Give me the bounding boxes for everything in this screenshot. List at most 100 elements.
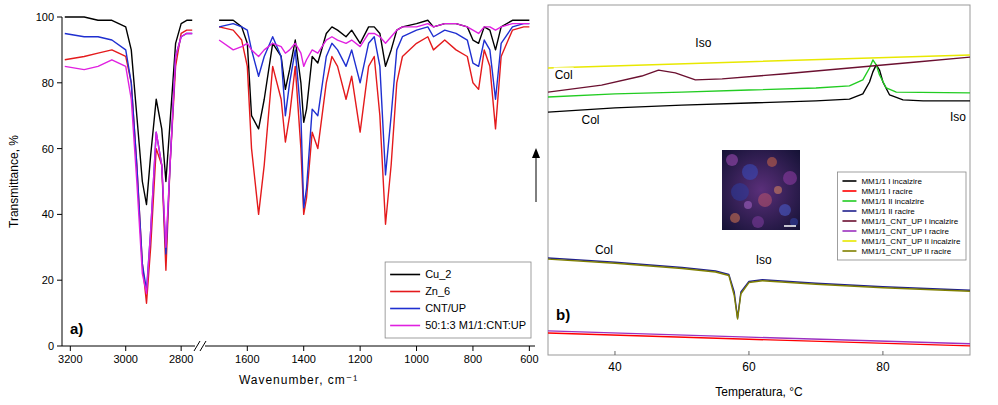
y-tick (57, 148, 62, 149)
x-axis-title: Temperatura, °C (715, 385, 803, 399)
x-tick-label: 1000 (404, 353, 428, 365)
x-axis (205, 346, 535, 347)
x-tick (125, 346, 126, 351)
direction-arrowhead (532, 148, 540, 158)
axis-break (200, 341, 206, 351)
legend-label: MM1/1 II incalzire (861, 197, 924, 206)
x-tick (416, 346, 417, 351)
x-tick-label: 80 (876, 360, 890, 374)
legend-swatch (842, 230, 856, 232)
inset-texture (790, 218, 798, 226)
x-tick (748, 351, 749, 355)
series-line (548, 55, 970, 68)
legend-swatch (390, 308, 420, 310)
direction-arrow (536, 152, 537, 202)
inset-texture (731, 183, 749, 201)
x-tick (181, 346, 182, 351)
y-tick-label: 100 (36, 11, 54, 23)
y-tick (57, 280, 62, 281)
legend-swatch (842, 250, 856, 252)
x-axis (62, 346, 195, 347)
x-tick (882, 351, 883, 355)
label-patch (580, 113, 600, 127)
x-tick-label: 600 (520, 353, 538, 365)
series-line (548, 333, 970, 346)
series-line (219, 24, 529, 208)
legend-swatch (390, 274, 420, 276)
series-line (219, 27, 529, 224)
legend-box (837, 172, 966, 260)
annotation: Col (581, 113, 599, 127)
plot-area (219, 20, 529, 224)
x-tick (70, 346, 71, 351)
panel-label: b) (556, 306, 570, 323)
x-tick-label: 800 (464, 353, 482, 365)
axis-break (194, 341, 200, 351)
annotation: Col (595, 243, 613, 257)
legend-label: MM1/1 I racire (861, 187, 913, 196)
series-line (548, 57, 970, 92)
legend-swatch (842, 220, 856, 222)
x-tick (303, 346, 304, 351)
legend-label: MM1/1_CNT_UP II racire (861, 247, 951, 256)
annotation: Iso (695, 36, 711, 50)
inset-texture (758, 193, 772, 207)
figure: 0204060801003200300028001600140012001000… (0, 0, 998, 405)
scale-bar (784, 225, 796, 227)
series-line (548, 258, 970, 318)
legend-label: MM1/1_CNT_UP I racire (861, 227, 949, 236)
legend-label: Zn_6 (425, 285, 450, 297)
x-tick (247, 346, 248, 351)
x-tick-label: 1400 (291, 353, 315, 365)
legend-swatch (390, 325, 420, 327)
x-tick (529, 346, 530, 351)
y-tick (57, 17, 62, 18)
series-line (548, 65, 970, 112)
legend-swatch (842, 190, 856, 192)
annotation: Col (555, 68, 573, 82)
label-patch (694, 36, 712, 50)
plot-frame (548, 5, 970, 355)
x-tick-label: 40 (608, 360, 622, 374)
x-tick-label: 60 (742, 360, 756, 374)
legend-swatch (842, 240, 856, 242)
plot-area (548, 55, 970, 346)
label-patch (554, 68, 574, 82)
x-tick-label: 3000 (113, 353, 137, 365)
legend: Cu_2Zn_6CNT/UP50:1:3 M1/1:CNT:UP (385, 262, 531, 338)
legend-label: MM1/1 I incalzire (861, 177, 922, 186)
inset-texture (774, 186, 782, 194)
label-patch (755, 253, 773, 267)
panel-label: a) (70, 320, 83, 337)
legend-label: CNT/UP (425, 302, 466, 314)
series-line (65, 30, 192, 303)
legend-label: MM1/1_CNT_UP I incalzire (861, 217, 958, 226)
legend-label: MM1/1 II racire (861, 207, 915, 216)
annotations: ColIsoColIsoColIso (554, 36, 968, 267)
label-patch (949, 110, 967, 124)
legend-swatch (390, 291, 420, 293)
series-line (548, 331, 970, 344)
y-tick-label: 80 (42, 77, 54, 89)
x-tick-label: 3200 (58, 353, 82, 365)
label-patch (594, 243, 614, 257)
inset-background (722, 150, 800, 230)
y-tick (57, 346, 62, 347)
x-tick-label: 1200 (348, 353, 372, 365)
legend-label: MM1/1_CNT_UP II incalzire (861, 237, 961, 246)
y-tick (57, 214, 62, 215)
x-tick (472, 346, 473, 351)
inset-texture (783, 171, 797, 185)
legend-swatch (842, 180, 856, 182)
inset-texture (779, 204, 791, 216)
y-tick-label: 40 (42, 208, 54, 220)
x-axis-title: Wavenumber, cm⁻¹ (239, 373, 358, 387)
inset-texture (767, 157, 777, 167)
series-line (219, 24, 529, 67)
x-tick (360, 346, 361, 351)
y-tick-label: 60 (42, 143, 54, 155)
y-tick-label: 0 (48, 340, 54, 352)
series-line (65, 33, 192, 290)
plot-area (65, 17, 192, 303)
legend: MM1/1 I incalzireMM1/1 I racireMM1/1 II … (837, 172, 966, 260)
